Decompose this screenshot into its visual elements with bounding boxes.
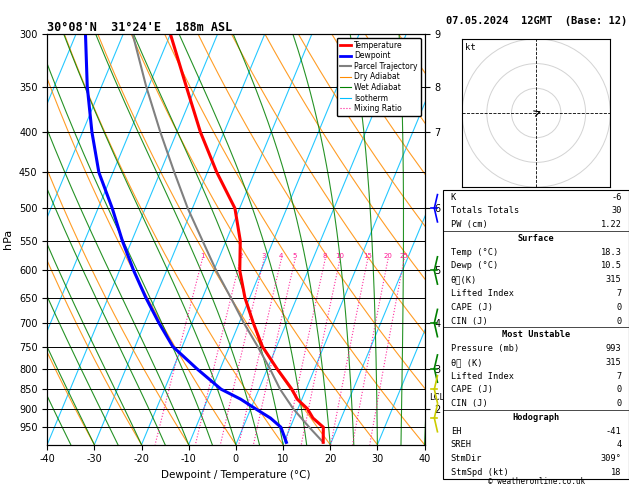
Text: SREH: SREH bbox=[451, 440, 472, 450]
Text: 18: 18 bbox=[611, 468, 621, 477]
Text: 1.22: 1.22 bbox=[601, 220, 621, 229]
Text: Temp (°C): Temp (°C) bbox=[451, 248, 498, 257]
Text: PW (cm): PW (cm) bbox=[451, 220, 487, 229]
Text: 309°: 309° bbox=[601, 454, 621, 463]
Text: 0: 0 bbox=[616, 316, 621, 326]
Text: CAPE (J): CAPE (J) bbox=[451, 385, 493, 395]
Text: 315: 315 bbox=[606, 275, 621, 284]
Text: 18.3: 18.3 bbox=[601, 248, 621, 257]
Text: 4: 4 bbox=[616, 440, 621, 450]
Text: © weatheronline.co.uk: © weatheronline.co.uk bbox=[487, 477, 585, 486]
Text: 10.5: 10.5 bbox=[601, 261, 621, 271]
Legend: Temperature, Dewpoint, Parcel Trajectory, Dry Adiabat, Wet Adiabat, Isotherm, Mi: Temperature, Dewpoint, Parcel Trajectory… bbox=[337, 38, 421, 116]
Text: θᴄ(K): θᴄ(K) bbox=[451, 275, 477, 284]
Text: kt: kt bbox=[465, 43, 476, 52]
Text: Lifted Index: Lifted Index bbox=[451, 372, 514, 381]
Text: 20: 20 bbox=[384, 253, 392, 259]
Y-axis label: hPa: hPa bbox=[3, 229, 13, 249]
Text: 5: 5 bbox=[293, 253, 298, 259]
Text: Surface: Surface bbox=[518, 234, 555, 243]
Text: 315: 315 bbox=[606, 358, 621, 367]
FancyBboxPatch shape bbox=[443, 190, 629, 479]
Text: LCL: LCL bbox=[429, 393, 444, 402]
Text: CAPE (J): CAPE (J) bbox=[451, 303, 493, 312]
Text: -41: -41 bbox=[606, 427, 621, 436]
Text: EH: EH bbox=[451, 427, 461, 436]
Text: -6: -6 bbox=[611, 192, 621, 202]
Text: 1: 1 bbox=[200, 253, 204, 259]
Text: 8: 8 bbox=[323, 253, 328, 259]
Text: 25: 25 bbox=[400, 253, 408, 259]
Text: 7: 7 bbox=[616, 372, 621, 381]
Text: 3: 3 bbox=[262, 253, 266, 259]
Text: Totals Totals: Totals Totals bbox=[451, 207, 519, 215]
Text: 07.05.2024  12GMT  (Base: 12): 07.05.2024 12GMT (Base: 12) bbox=[445, 16, 627, 26]
Text: 30°08'N  31°24'E  188m ASL: 30°08'N 31°24'E 188m ASL bbox=[47, 21, 233, 34]
Text: 0: 0 bbox=[616, 399, 621, 408]
Y-axis label: km
ASL: km ASL bbox=[457, 228, 475, 250]
X-axis label: Dewpoint / Temperature (°C): Dewpoint / Temperature (°C) bbox=[161, 470, 311, 480]
Text: CIN (J): CIN (J) bbox=[451, 399, 487, 408]
Text: CIN (J): CIN (J) bbox=[451, 316, 487, 326]
Text: 4: 4 bbox=[279, 253, 284, 259]
Text: K: K bbox=[451, 192, 456, 202]
Text: Most Unstable: Most Unstable bbox=[502, 330, 571, 339]
Text: Pressure (mb): Pressure (mb) bbox=[451, 344, 519, 353]
Text: θᴄ (K): θᴄ (K) bbox=[451, 358, 482, 367]
Text: Dewp (°C): Dewp (°C) bbox=[451, 261, 498, 271]
Text: 2: 2 bbox=[238, 253, 243, 259]
Text: StmSpd (kt): StmSpd (kt) bbox=[451, 468, 509, 477]
Text: StmDir: StmDir bbox=[451, 454, 482, 463]
Text: 993: 993 bbox=[606, 344, 621, 353]
Text: Lifted Index: Lifted Index bbox=[451, 289, 514, 298]
Text: 7: 7 bbox=[616, 289, 621, 298]
Text: 0: 0 bbox=[616, 303, 621, 312]
Text: 30: 30 bbox=[611, 207, 621, 215]
Text: 0: 0 bbox=[616, 385, 621, 395]
Text: 10: 10 bbox=[335, 253, 345, 259]
Text: Hodograph: Hodograph bbox=[513, 413, 560, 422]
Text: 15: 15 bbox=[364, 253, 372, 259]
